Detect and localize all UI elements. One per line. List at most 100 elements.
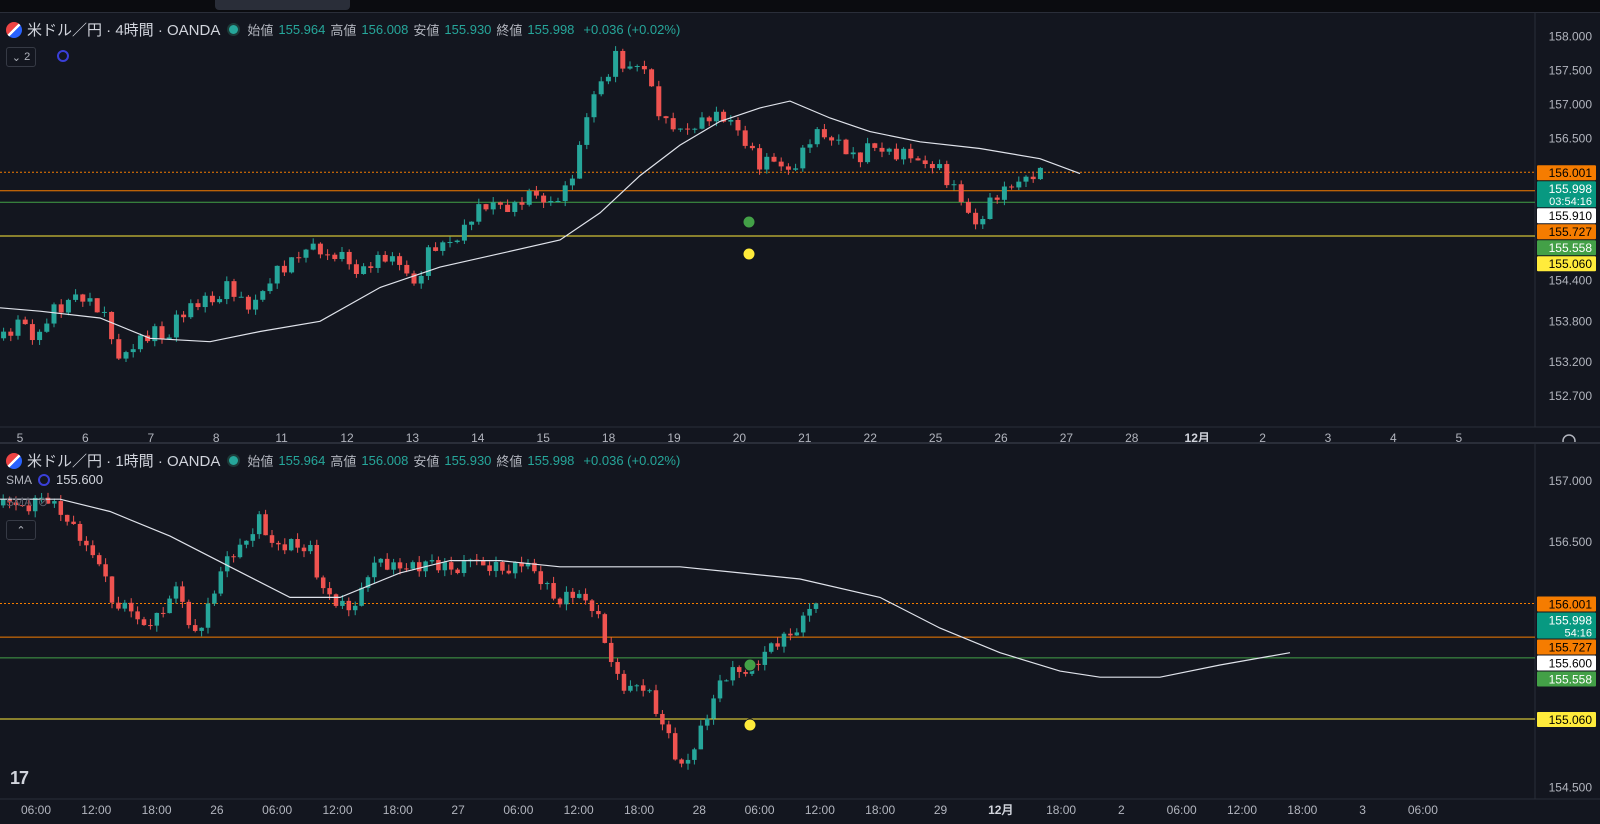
candle-body[interactable] bbox=[500, 562, 505, 571]
candle-body[interactable] bbox=[807, 608, 812, 616]
candle-body[interactable] bbox=[141, 619, 147, 626]
candle-body[interactable] bbox=[109, 311, 115, 340]
candle-body[interactable] bbox=[37, 331, 43, 341]
candle-body[interactable] bbox=[212, 593, 217, 604]
sync-icon[interactable] bbox=[57, 50, 69, 62]
candle-body[interactable] bbox=[103, 564, 108, 577]
candle-body[interactable] bbox=[793, 168, 799, 170]
candle-body[interactable] bbox=[570, 591, 576, 598]
candle-body[interactable] bbox=[778, 161, 784, 167]
candle-body[interactable] bbox=[288, 539, 294, 551]
candle-body[interactable] bbox=[698, 725, 704, 750]
candle-body[interactable] bbox=[647, 690, 652, 692]
candle-body[interactable] bbox=[7, 499, 12, 503]
chart-4h-svg[interactable]: 158.000 157.500 157.000 156.500 154.400 153.8… bbox=[0, 13, 1600, 448]
candle-body[interactable] bbox=[181, 314, 187, 318]
candle-body[interactable] bbox=[735, 119, 741, 131]
candle-body[interactable] bbox=[577, 144, 583, 179]
candle-body[interactable] bbox=[145, 335, 151, 342]
candle-body[interactable] bbox=[173, 586, 179, 599]
candle-body[interactable] bbox=[506, 570, 512, 574]
candle-body[interactable] bbox=[532, 562, 537, 572]
candle-body[interactable] bbox=[391, 562, 396, 570]
sma-line[interactable] bbox=[0, 498, 1291, 678]
candle-body[interactable] bbox=[94, 298, 100, 313]
candle-body[interactable] bbox=[209, 295, 215, 303]
candle-body[interactable] bbox=[418, 275, 424, 284]
candle-body[interactable] bbox=[333, 594, 339, 606]
candle-body[interactable] bbox=[564, 591, 569, 605]
candle-body[interactable] bbox=[512, 562, 518, 574]
candle-body[interactable] bbox=[39, 497, 44, 499]
candle-body[interactable] bbox=[944, 164, 950, 186]
alert-clock-icon[interactable] bbox=[743, 658, 757, 672]
candle-body[interactable] bbox=[267, 283, 273, 292]
candle-body[interactable] bbox=[794, 632, 800, 636]
candle-body[interactable] bbox=[1016, 181, 1022, 188]
candle-body[interactable] bbox=[84, 540, 89, 546]
candle-body[interactable] bbox=[130, 349, 136, 353]
candle-body[interactable] bbox=[768, 643, 774, 652]
candle-body[interactable] bbox=[679, 759, 684, 764]
candle-body[interactable] bbox=[541, 195, 547, 203]
candle-body[interactable] bbox=[800, 147, 806, 169]
candle-body[interactable] bbox=[352, 605, 358, 611]
candle-body[interactable] bbox=[382, 254, 388, 262]
sma-line[interactable] bbox=[0, 100, 1081, 343]
candle-body[interactable] bbox=[167, 598, 172, 614]
candle-body[interactable] bbox=[757, 148, 763, 170]
candle-body[interactable] bbox=[589, 600, 595, 612]
alert-clock-icon[interactable] bbox=[742, 247, 756, 261]
candle-body[interactable] bbox=[596, 611, 601, 615]
candle-body[interactable] bbox=[677, 128, 683, 130]
candle-body[interactable] bbox=[269, 535, 275, 543]
candle-body[interactable] bbox=[965, 201, 971, 213]
candle-body[interactable] bbox=[771, 156, 777, 162]
candle-body[interactable] bbox=[101, 311, 107, 313]
candle-body[interactable] bbox=[749, 145, 755, 149]
candle-body[interactable] bbox=[886, 148, 892, 152]
candle-body[interactable] bbox=[404, 264, 410, 274]
candle-body[interactable] bbox=[1009, 186, 1015, 188]
candle-body[interactable] bbox=[598, 81, 604, 95]
candle-body[interactable] bbox=[634, 66, 640, 68]
candle-body[interactable] bbox=[410, 562, 416, 569]
candle-body[interactable] bbox=[166, 337, 172, 340]
candle-body[interactable] bbox=[317, 243, 323, 255]
candle-body[interactable] bbox=[80, 294, 86, 302]
candle-body[interactable] bbox=[512, 202, 518, 212]
candle-body[interactable] bbox=[699, 117, 705, 129]
candle-body[interactable] bbox=[327, 588, 332, 595]
candle-body[interactable] bbox=[250, 534, 256, 541]
candle-body[interactable] bbox=[775, 643, 780, 647]
candle-body[interactable] bbox=[245, 296, 251, 310]
candle-body[interactable] bbox=[346, 600, 352, 611]
candle-body[interactable] bbox=[448, 562, 454, 570]
candle-body[interactable] bbox=[455, 569, 460, 574]
candle-body[interactable] bbox=[301, 547, 307, 552]
candle-body[interactable] bbox=[958, 184, 964, 202]
candle-body[interactable] bbox=[857, 152, 863, 163]
candle-body[interactable] bbox=[929, 164, 935, 169]
candle-body[interactable] bbox=[295, 539, 300, 548]
candle-body[interactable] bbox=[562, 185, 568, 202]
candle-body[interactable] bbox=[308, 544, 313, 552]
candle-body[interactable] bbox=[253, 299, 259, 310]
candle-body[interactable] bbox=[557, 598, 563, 605]
candle-body[interactable] bbox=[480, 560, 486, 566]
candle-body[interactable] bbox=[1023, 176, 1029, 182]
candle-body[interactable] bbox=[224, 556, 230, 572]
candle-body[interactable] bbox=[274, 265, 280, 284]
candle-body[interactable] bbox=[800, 615, 806, 633]
candle-body[interactable] bbox=[922, 160, 928, 165]
candle-body[interactable] bbox=[525, 562, 531, 567]
candle-body[interactable] bbox=[583, 593, 588, 601]
candle-body[interactable] bbox=[621, 673, 627, 691]
candle-body[interactable] bbox=[231, 556, 236, 558]
candle-body[interactable] bbox=[490, 202, 496, 210]
candle-body[interactable] bbox=[116, 602, 121, 609]
chart-1h-svg[interactable]: 157.000156.500154.500156.001155.99854:16… bbox=[0, 444, 1600, 819]
candle-body[interactable] bbox=[244, 540, 249, 545]
candle-body[interactable] bbox=[865, 143, 871, 163]
candle-body[interactable] bbox=[538, 571, 544, 585]
